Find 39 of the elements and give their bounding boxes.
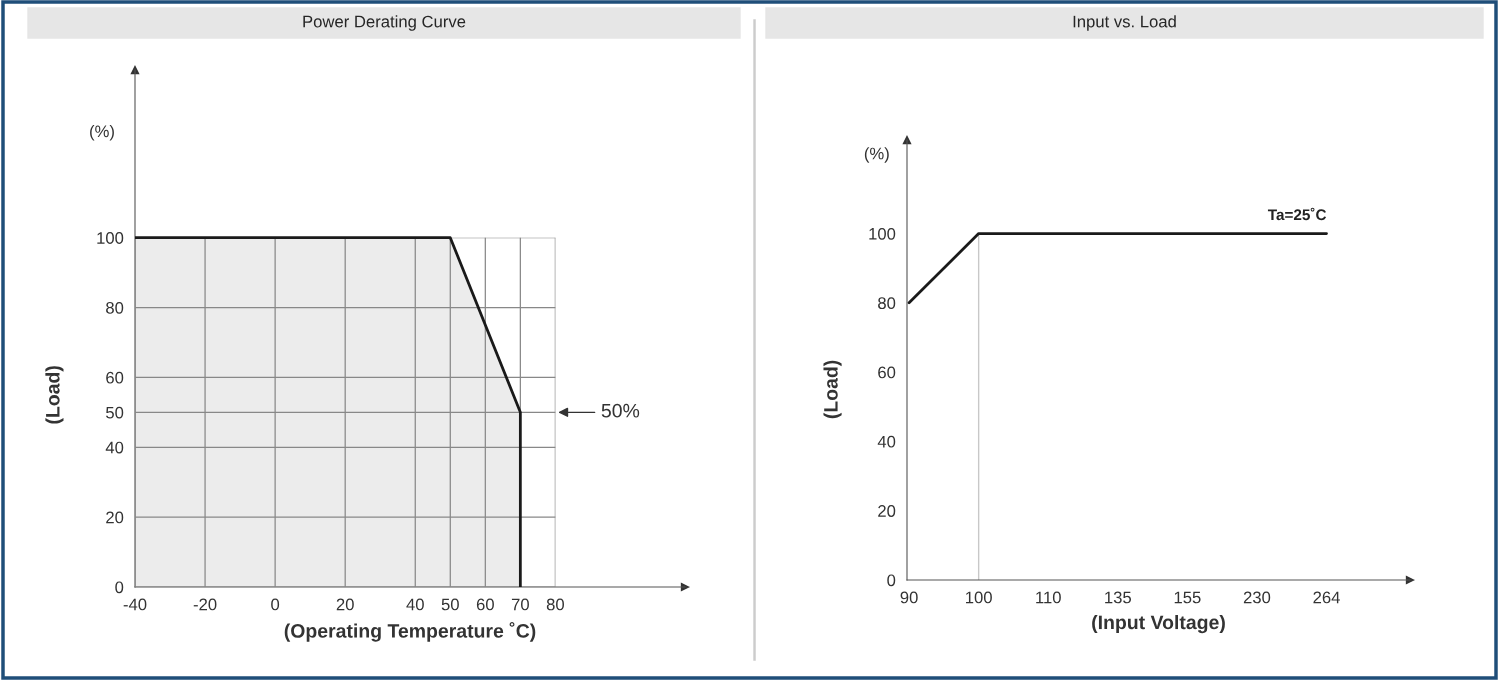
- x-tick-label: 70: [511, 598, 529, 611]
- x-tick-label: 135: [1105, 591, 1132, 604]
- x-tick-label: 0: [271, 598, 280, 611]
- x-axis-title: (Operating Temperature ˚C): [284, 621, 536, 642]
- x-tick-label: -20: [193, 598, 217, 611]
- annotation: 50%: [601, 403, 640, 418]
- x-axis-title: (Input Voltage): [1092, 614, 1225, 634]
- x-tick-label: 155: [1174, 591, 1201, 604]
- x-tick-label: 20: [336, 598, 354, 611]
- y-tick-label: 20: [878, 505, 896, 517]
- y-tick-label: 100: [869, 227, 896, 240]
- x-tick-label: 60: [476, 598, 494, 611]
- x-tick-label: 90: [900, 591, 918, 604]
- y-tick-label: 100: [97, 232, 124, 244]
- x-tick-label: 80: [546, 598, 564, 611]
- y-tick-label: 80: [878, 297, 896, 310]
- y-tick-label: 60: [878, 366, 896, 379]
- chart-title: Power Derating Curve: [303, 15, 466, 31]
- x-tick-label: 230: [1243, 591, 1271, 604]
- y-tick-label: 0: [115, 581, 124, 594]
- x-tick-label: 264: [1313, 591, 1340, 604]
- y-axis-title: (Load): [45, 366, 64, 424]
- chart-title: Input vs. Load: [1073, 15, 1176, 31]
- y-tick-label: 50: [106, 406, 124, 419]
- y-tick-label: 60: [106, 371, 124, 384]
- y-axis-title: (Load): [823, 360, 842, 419]
- y-tick-label: 80: [106, 301, 124, 314]
- x-tick-label: 50: [441, 598, 459, 611]
- y-tick-label: 20: [106, 511, 124, 524]
- x-tick-label: -40: [123, 598, 147, 611]
- annotation: Ta=25˚C: [1267, 207, 1327, 221]
- x-tick-label: 110: [1036, 591, 1061, 604]
- y-tick-label: 40: [105, 441, 124, 454]
- x-tick-label: 40: [406, 598, 424, 611]
- y-tick-label: 0: [887, 574, 896, 587]
- x-tick-label: 100: [966, 591, 992, 604]
- y-tick-label: 40: [877, 435, 896, 448]
- text: (%): [864, 147, 889, 163]
- text: (%): [90, 124, 114, 141]
